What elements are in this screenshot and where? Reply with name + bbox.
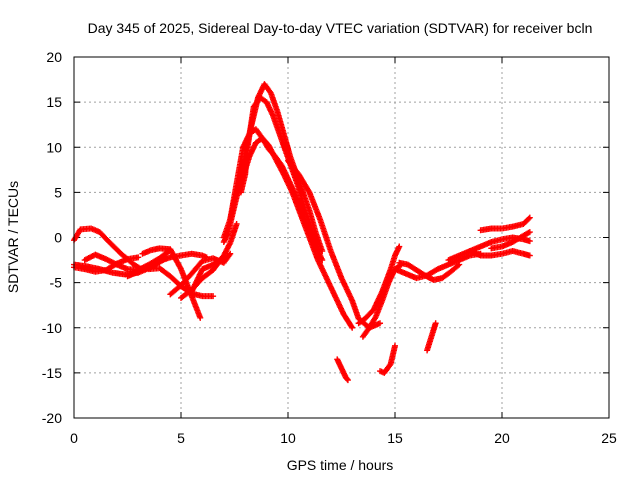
y-axis-label: SDTVAR / TECUs xyxy=(5,181,21,293)
series-track-05 xyxy=(124,250,210,280)
data-point xyxy=(454,262,461,269)
y-tick-label: 0 xyxy=(54,230,62,246)
data-series xyxy=(71,81,533,384)
data-point xyxy=(432,320,439,327)
data-point xyxy=(386,362,393,369)
data-point xyxy=(377,320,384,327)
data-point xyxy=(226,252,233,259)
data-point xyxy=(227,250,234,257)
data-point xyxy=(197,314,204,321)
y-tick-label: 20 xyxy=(46,49,62,65)
x-tick-label: 0 xyxy=(70,430,78,446)
y-tick-label: -20 xyxy=(42,410,62,426)
series-track-17 xyxy=(355,243,403,327)
data-point xyxy=(344,377,351,384)
data-point xyxy=(456,261,463,268)
data-point xyxy=(396,243,403,250)
data-point xyxy=(526,214,533,221)
series-track-09 xyxy=(178,220,240,301)
x-tick-label: 25 xyxy=(601,430,617,446)
y-tick-label: 10 xyxy=(46,139,62,155)
y-tick-label: -15 xyxy=(42,365,62,381)
data-point xyxy=(135,254,142,261)
x-axis-label: GPS time / hours xyxy=(287,457,394,473)
data-point xyxy=(392,342,398,349)
series-track-16 xyxy=(334,356,351,384)
data-point xyxy=(526,252,533,259)
x-tick-label: 15 xyxy=(387,430,403,446)
x-tick-label: 5 xyxy=(177,430,185,446)
data-point xyxy=(210,293,217,300)
series-track-22 xyxy=(424,320,439,354)
y-tick-label: 5 xyxy=(54,184,62,200)
plot-frame xyxy=(73,56,610,419)
y-tick-label: -5 xyxy=(50,275,63,291)
series-track-06 xyxy=(139,245,204,321)
series-track-08 xyxy=(167,250,234,298)
series-track-24 xyxy=(466,248,533,259)
series-track-18 xyxy=(359,261,405,340)
chart-title: Day 345 of 2025, Sidereal Day-to-day VTE… xyxy=(88,20,593,36)
data-point xyxy=(525,215,532,222)
x-tick-label: 10 xyxy=(280,430,296,446)
data-point xyxy=(319,257,326,264)
data-point xyxy=(220,254,227,261)
data-point xyxy=(344,376,351,383)
series-track-19 xyxy=(377,342,398,376)
data-point xyxy=(348,323,355,330)
series-track-26 xyxy=(488,229,533,252)
y-tick-label: 15 xyxy=(46,94,62,110)
series-track-14 xyxy=(227,126,326,264)
series-track-25 xyxy=(477,214,533,234)
tick-labels: 0 5 10 15 20 25 -20 -15 -10 -5 0 5 10 15 20 xyxy=(42,49,617,446)
series-track-10 xyxy=(188,254,227,295)
data-point xyxy=(219,255,226,262)
data-point xyxy=(233,220,240,227)
data-point xyxy=(525,229,532,236)
y-tick-label: -10 xyxy=(42,320,62,336)
data-point xyxy=(349,324,356,331)
series-track-21 xyxy=(396,259,463,283)
data-point xyxy=(526,238,533,245)
x-tick-label: 20 xyxy=(494,430,510,446)
data-point xyxy=(526,229,533,236)
